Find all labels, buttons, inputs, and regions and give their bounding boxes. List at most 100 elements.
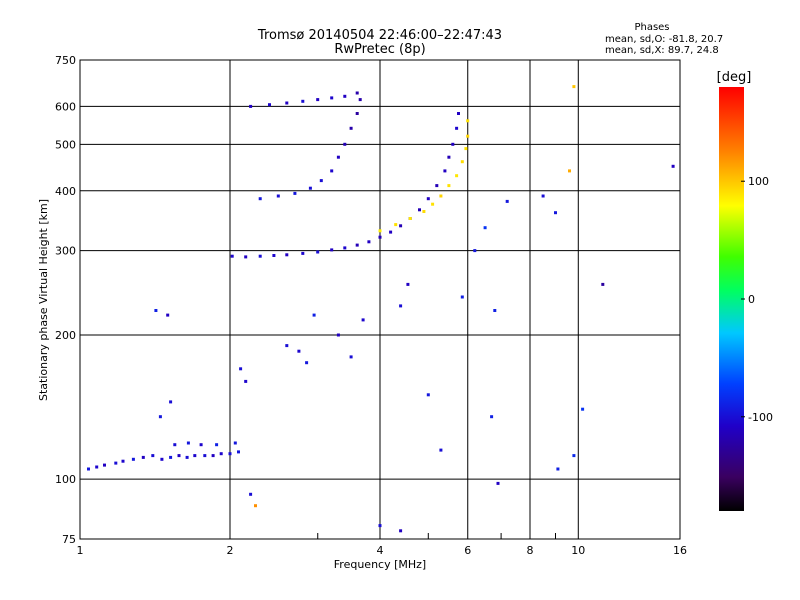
echo-point bbox=[244, 255, 248, 259]
echo-point bbox=[316, 98, 320, 102]
colorbar-tick-label: 100 bbox=[748, 175, 769, 188]
echo-point bbox=[554, 211, 557, 215]
x-tick-label: 6 bbox=[464, 544, 471, 557]
echo-point bbox=[219, 452, 223, 456]
echo-point bbox=[293, 191, 297, 195]
echo-point bbox=[121, 459, 125, 463]
echo-point bbox=[378, 235, 382, 239]
echo-point bbox=[361, 318, 365, 322]
echo-point bbox=[355, 91, 359, 95]
echo-point bbox=[151, 454, 155, 458]
echo-point bbox=[349, 126, 353, 130]
x-tick-labels: 1 2 4 6 8 10 16 bbox=[77, 544, 688, 557]
y-tick-label: 500 bbox=[55, 138, 76, 151]
echo-point bbox=[330, 96, 334, 100]
echo-point bbox=[244, 379, 248, 383]
y-tick-labels: 75 100 200 300 400 500 600 750 bbox=[55, 54, 76, 546]
echo-point bbox=[285, 253, 289, 257]
echo-point bbox=[439, 448, 443, 452]
echo-point bbox=[312, 313, 316, 317]
echo-point bbox=[336, 155, 340, 159]
y-tick-label: 750 bbox=[55, 54, 76, 67]
echo-point bbox=[268, 103, 271, 107]
echo-point bbox=[572, 454, 576, 458]
y-tick-label: 100 bbox=[55, 473, 76, 486]
echo-point bbox=[367, 240, 371, 244]
echo-point bbox=[228, 452, 232, 456]
x-tick-label: 1 bbox=[77, 544, 84, 557]
echo-point bbox=[378, 524, 382, 528]
echo-point bbox=[466, 134, 470, 138]
echo-point bbox=[186, 441, 190, 445]
echo-point bbox=[166, 313, 170, 317]
echo-point bbox=[141, 455, 145, 459]
x-tick-label: 4 bbox=[377, 544, 384, 557]
echo-point bbox=[408, 217, 412, 220]
echo-point bbox=[439, 194, 443, 198]
echo-point bbox=[422, 210, 426, 213]
echo-point bbox=[239, 367, 243, 371]
echo-point bbox=[272, 254, 276, 257]
echo-point bbox=[249, 104, 253, 108]
echo-point bbox=[355, 112, 359, 115]
echo-point bbox=[285, 101, 289, 105]
y-tick-label: 600 bbox=[55, 100, 76, 113]
x-tick-label: 2 bbox=[227, 544, 234, 557]
stats-line-o: mean, sd,O: -81.8, 20.7 bbox=[605, 34, 723, 45]
echo-point bbox=[496, 481, 500, 485]
x-tick-label: 10 bbox=[571, 544, 585, 557]
echo-point bbox=[378, 229, 382, 233]
echo-point bbox=[254, 504, 257, 508]
echo-point bbox=[308, 186, 312, 190]
echo-point bbox=[297, 349, 301, 353]
echo-point bbox=[95, 465, 99, 469]
echo-point bbox=[435, 184, 439, 188]
echo-point bbox=[455, 126, 459, 130]
echo-point bbox=[330, 169, 334, 173]
echo-point bbox=[305, 361, 309, 365]
x-tick-label: 16 bbox=[673, 544, 687, 557]
echo-point bbox=[556, 467, 560, 471]
echo-point bbox=[343, 246, 347, 250]
echo-point bbox=[451, 142, 455, 146]
echo-point bbox=[203, 454, 207, 458]
echo-point bbox=[114, 461, 118, 465]
echo-point bbox=[399, 224, 403, 228]
echo-point bbox=[568, 169, 571, 173]
echo-point bbox=[233, 441, 237, 445]
echo-point bbox=[581, 407, 585, 411]
y-tick-label: 400 bbox=[55, 185, 76, 198]
echo-point bbox=[349, 355, 353, 359]
echo-point bbox=[460, 295, 464, 299]
echo-point bbox=[169, 455, 173, 459]
echo-point bbox=[572, 85, 576, 89]
colorbar-ticks: 100 0 -100 bbox=[741, 175, 773, 424]
echo-point bbox=[541, 194, 545, 198]
data-points bbox=[87, 85, 675, 533]
echo-point bbox=[258, 197, 262, 201]
echo-point bbox=[258, 254, 262, 258]
echo-point bbox=[505, 199, 509, 203]
echo-point bbox=[158, 415, 162, 419]
y-tick-label: 75 bbox=[62, 533, 76, 546]
echo-point bbox=[230, 254, 234, 258]
echo-point bbox=[671, 164, 675, 168]
echo-point bbox=[160, 457, 164, 461]
colorbar-tick-label: -100 bbox=[748, 411, 773, 424]
colorbar bbox=[719, 87, 744, 511]
echo-point bbox=[276, 194, 280, 198]
echo-point bbox=[490, 415, 494, 419]
echo-point bbox=[343, 142, 347, 146]
y-tick-label: 300 bbox=[55, 245, 76, 258]
echo-point bbox=[215, 443, 219, 447]
echo-point bbox=[455, 174, 459, 178]
echo-point bbox=[154, 309, 158, 312]
echo-point bbox=[301, 99, 305, 103]
echo-point bbox=[185, 455, 189, 459]
echo-point bbox=[399, 304, 403, 308]
stats-line-x: mean, sd,X: 89.7, 24.8 bbox=[605, 45, 719, 56]
echo-point bbox=[493, 309, 497, 312]
echo-point bbox=[316, 250, 320, 254]
stats-heading: Phases bbox=[634, 22, 669, 33]
